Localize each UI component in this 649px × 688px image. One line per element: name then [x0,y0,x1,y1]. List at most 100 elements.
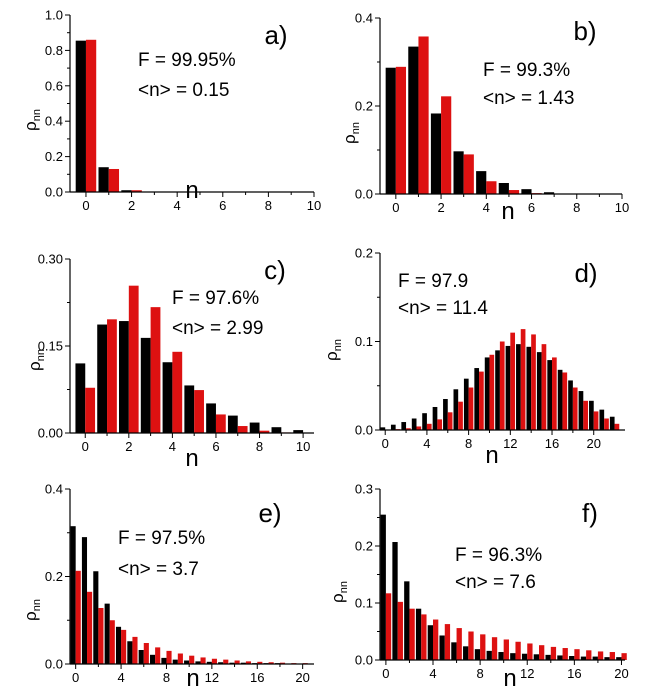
bar-series1-n2 [119,321,129,433]
bar-series2-n19 [609,652,615,660]
bar-series2-n2 [409,608,415,660]
bar-series2-n10 [489,354,495,430]
x-tick-label: 20 [614,666,628,681]
y-axis-label-subscript: nn [31,109,43,121]
bar-series2-n20 [621,653,627,660]
x-tick-label: 10 [615,200,629,215]
bar-series1-n5 [432,406,438,430]
bar-series2-n1 [107,319,117,433]
bar-series2-n14 [550,646,557,660]
bar-series1-n13 [533,654,540,660]
bar-series2-n6 [215,414,226,433]
y-axis-label-subscript: nn [35,349,47,361]
annotation: F = 99.95% [138,50,236,71]
bar-series1-n10 [184,660,190,664]
x-tick-label: 8 [265,198,272,213]
bar-series1-n5 [127,641,133,664]
panel-label: e) [258,498,281,528]
bar-series2-n9 [479,371,484,430]
panel-b: 0.0 0.2 0.4 0 2 4 6 8 10 n ρnn b)F = 99.3% <n> = 1.4… [340,11,629,226]
bar-series2-n0 [75,570,81,664]
bar-series1-n10 [293,430,304,433]
bar-series1-n15 [536,352,542,430]
bar-series1-n4 [427,625,433,660]
bar-series1-n5 [439,635,445,660]
bar-series2-n2 [128,285,139,433]
x-tick-label: 2 [437,200,444,215]
bar-series1-n6 [451,642,457,660]
bar-series2-n1 [87,591,93,664]
bar-series2-n14 [234,660,240,664]
bar-series1-n3 [411,418,417,430]
bar-series1-n12 [206,661,212,664]
x-tick-label: 16 [545,436,559,451]
y-axis-label: ρnn [25,349,47,371]
x-tick-label: 16 [250,670,264,685]
panel-label: f) [582,498,598,528]
bar-series1-n1 [408,46,419,194]
bar-series1-n4 [422,413,427,430]
x-tick-label: 0 [382,436,389,451]
bar-series1-n9 [474,368,480,430]
bar-series1-n13 [218,662,224,664]
bar-series1-n0 [380,514,386,660]
x-tick-label: 10 [296,439,310,454]
x-tick-label: 2 [128,198,135,213]
x-tick-label: 4 [174,198,181,213]
bar-series1-n16 [547,360,553,430]
x-tick-label: 8 [573,200,580,215]
bar-series1-n11 [195,661,201,665]
bar-series2-n2 [98,608,104,664]
y-tick-label: 0.6 [45,78,63,93]
y-tick-label: 0.1 [355,334,373,349]
bar-series2-n1 [108,168,120,192]
x-tick-label: 0 [82,439,89,454]
bar-series1-n22 [609,416,615,430]
bar-series2-n18 [572,387,578,430]
bar-series1-n1 [98,167,109,192]
bar-series1-n2 [401,422,407,430]
y-tick-label: 0.4 [45,114,63,129]
bar-series2-n17 [562,372,568,430]
bar-series1-n19 [604,657,610,660]
bar-series1-n7 [227,415,238,433]
y-tick-label: 0.8 [45,43,63,58]
bar-series1-n11 [495,350,500,430]
y-axis-label-symbol: ρ [21,121,40,131]
x-tick-label: 6 [212,439,219,454]
x-tick-label: 12 [205,670,219,685]
y-tick-label: 0.2 [355,246,373,261]
bar-series1-n2 [121,190,132,192]
x-tick-label: 12 [520,666,534,681]
panel-a: 0.0 0.2 0.4 0.6 0.8 1.0 0 2 4 6 8 10 n ρnn a) F = 99.95… [21,8,321,214]
bar-series2-n15 [245,661,252,665]
x-axis-label: n [503,665,516,688]
y-tick-label: 0.2 [45,569,63,584]
bar-series2-n3 [421,614,427,660]
bar-series1-n3 [415,608,422,660]
bar-series1-n17 [580,656,587,660]
bar-series2-n6 [143,643,149,664]
x-tick-label: 20 [295,670,309,685]
bar-series1-n2 [430,113,442,194]
x-tick-label: 0 [382,666,389,681]
bar-series2-n4 [433,619,439,660]
y-axis-label-subscript: nn [332,339,344,351]
bar-series1-n6 [206,403,216,433]
bar-series1-n15 [240,662,246,664]
annotation: F = 97.6% [172,288,259,309]
y-tick-label: 0.0 [45,657,63,672]
bar-series2-n7 [458,401,463,430]
y-tick-label: 0.4 [45,482,63,497]
bar-series2-n0 [85,387,96,433]
bar-series1-n12 [505,345,511,430]
x-tick-label: 8 [477,666,484,681]
bar-series1-n6 [521,189,532,194]
bar-series2-n2 [441,96,452,194]
bar-series1-n5 [184,385,195,433]
bar-series1-n2 [93,571,99,664]
y-tick-label: 0.30 [38,252,63,267]
y-tick-label: 0.3 [355,482,373,497]
y-tick-label: 0.0 [355,423,373,438]
